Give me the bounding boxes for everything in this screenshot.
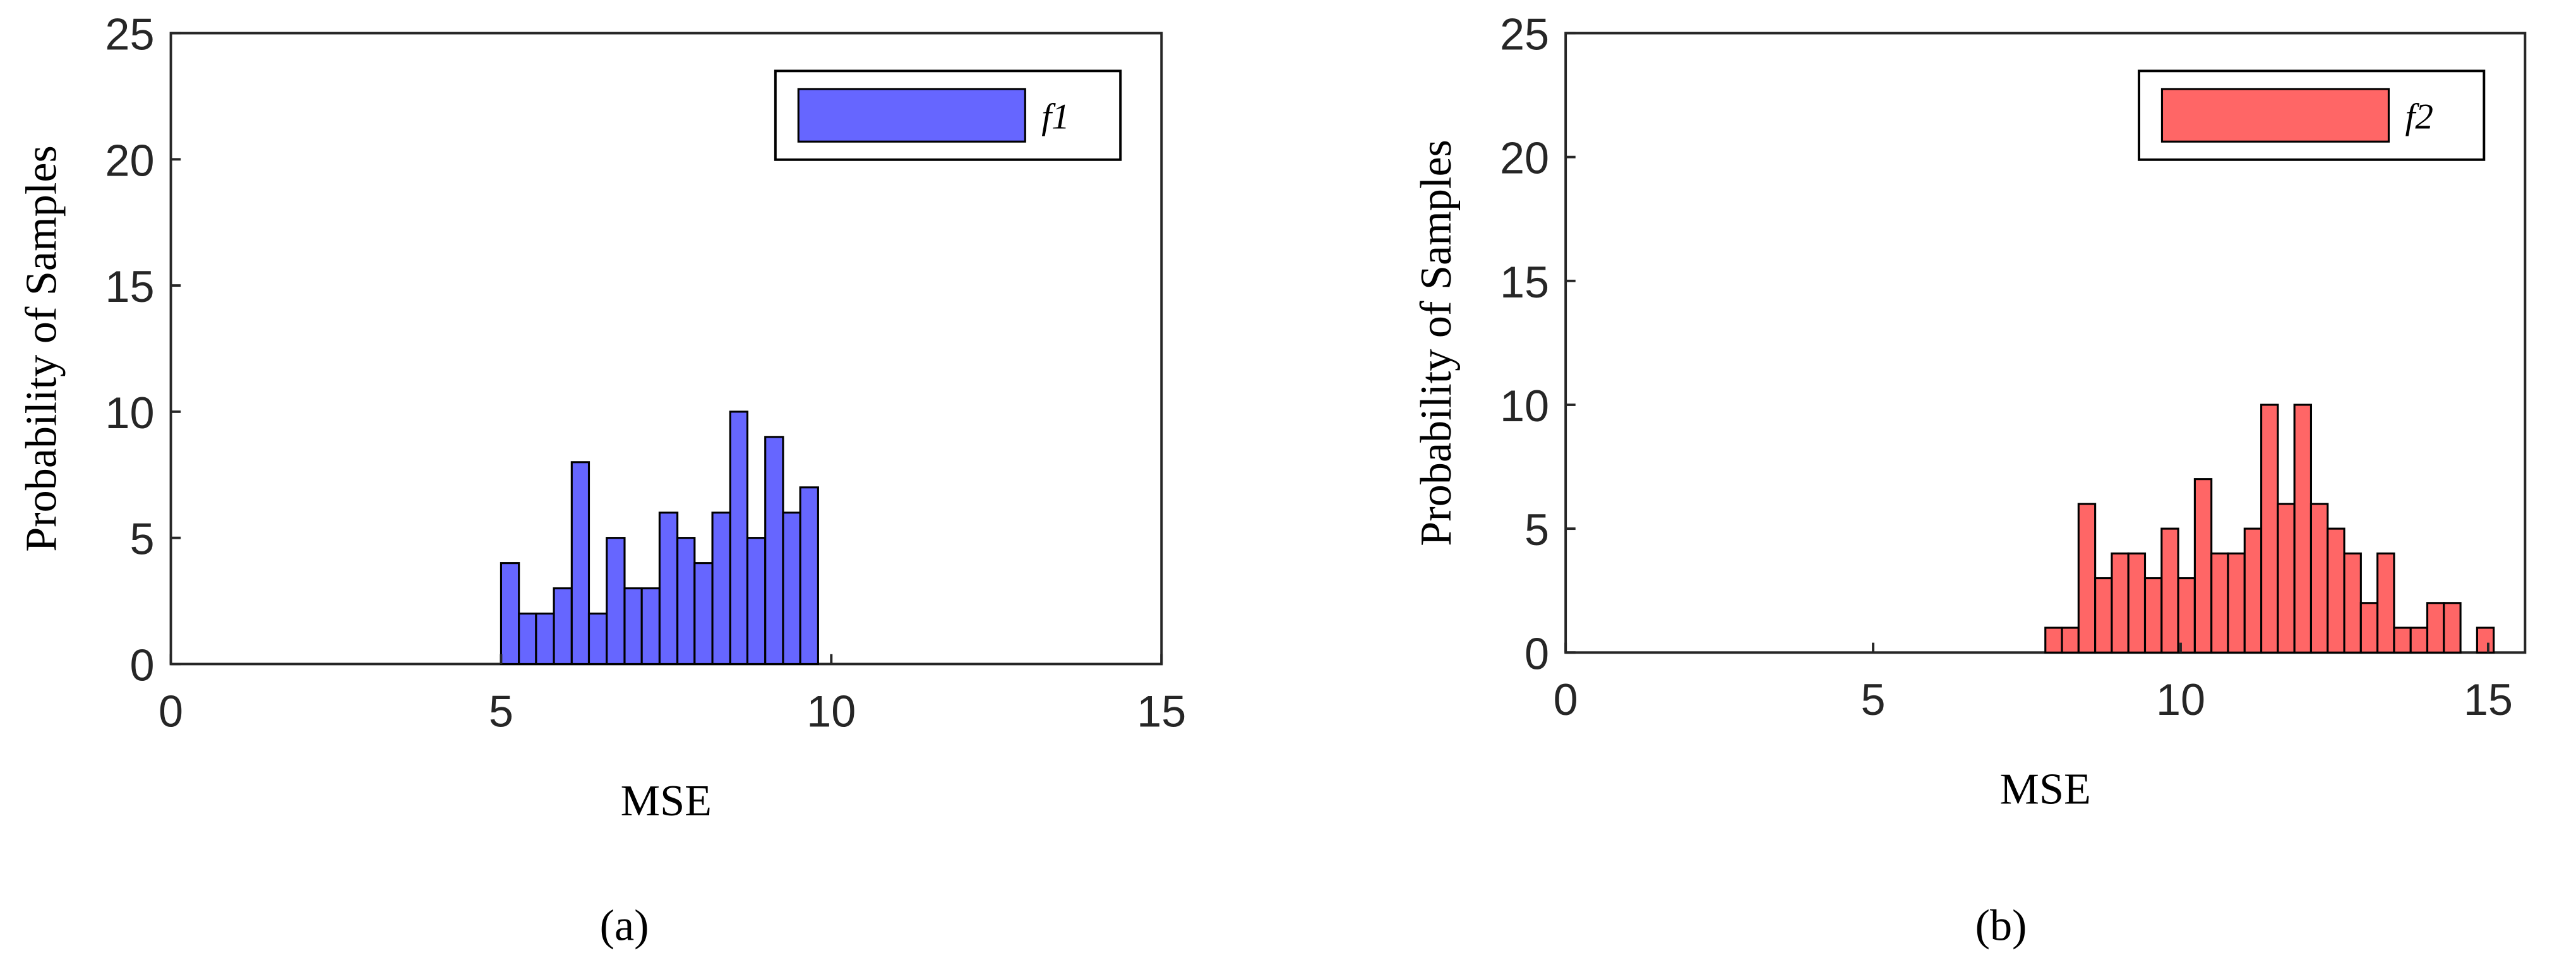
x-tick-label: 5 [489,686,513,736]
bar [729,411,749,666]
bar [764,436,784,666]
bar [2476,626,2495,654]
bar [500,562,520,666]
y-tick-label: 5 [129,514,154,564]
y-tick-label: 10 [105,388,154,438]
bar [606,537,626,666]
caption: (b) [1975,901,2027,950]
y-tick-label: 0 [129,640,154,690]
bar [782,512,801,666]
bar [2177,577,2196,654]
bar [2277,503,2296,654]
bar [2044,626,2063,654]
bar [2160,527,2179,654]
legend-label: f2 [2405,97,2433,136]
bar [2210,552,2229,654]
bar [2143,577,2163,654]
bar [676,537,696,666]
bar [2327,527,2345,654]
legend-swatch [2160,88,2390,143]
y-tick-label: 20 [1500,133,1549,183]
y-tick-label: 25 [1500,9,1549,59]
bar [2443,602,2462,654]
bar [640,587,661,666]
legend-swatch [797,88,1026,143]
bar [2127,552,2147,654]
x-tick-label: 10 [2156,674,2205,724]
bar [2111,552,2130,654]
bar [746,537,767,666]
bar [623,587,643,666]
bar [587,612,608,666]
caption: (a) [600,901,649,950]
bar [2426,602,2445,654]
bar [2376,552,2395,654]
legend-label: f1 [1041,97,1070,136]
x-tick-label: 0 [1554,674,1578,724]
y-tick-label: 0 [1525,628,1549,678]
bar [693,562,714,666]
bar [2227,552,2246,654]
x-tick-label: 10 [806,686,856,736]
y-tick-label: 10 [1500,381,1549,431]
y-axis-label: Probability of Samples [16,145,66,552]
x-tick-label: 0 [159,686,183,736]
y-tick-label: 5 [1525,505,1549,554]
bar [2260,404,2279,654]
y-tick-label: 15 [105,261,154,311]
bar [2359,602,2379,654]
bar [2193,478,2213,654]
bar [2094,577,2113,654]
bar [2393,626,2412,654]
bar [711,512,731,666]
bar [2243,527,2263,654]
bar [658,512,679,666]
bar [570,461,590,666]
x-axis-label: MSE [621,776,712,825]
bar [2293,404,2313,654]
bar [553,587,573,666]
bar [2343,552,2362,654]
y-tick-label: 15 [1500,257,1549,307]
y-tick-label: 25 [105,9,154,59]
y-tick-label: 20 [105,135,154,185]
x-tick-label: 5 [1861,674,1886,724]
bar [535,612,555,666]
x-axis-label: MSE [2000,765,2091,814]
bar [518,612,537,666]
bar [2077,503,2097,654]
x-tick-label: 15 [2464,674,2513,724]
bar [2409,626,2429,654]
x-tick-label: 15 [1137,686,1186,736]
bar [2309,503,2329,654]
y-axis-label: Probability of Samples [1411,140,1461,546]
bar [799,486,819,666]
bar [2061,626,2080,654]
